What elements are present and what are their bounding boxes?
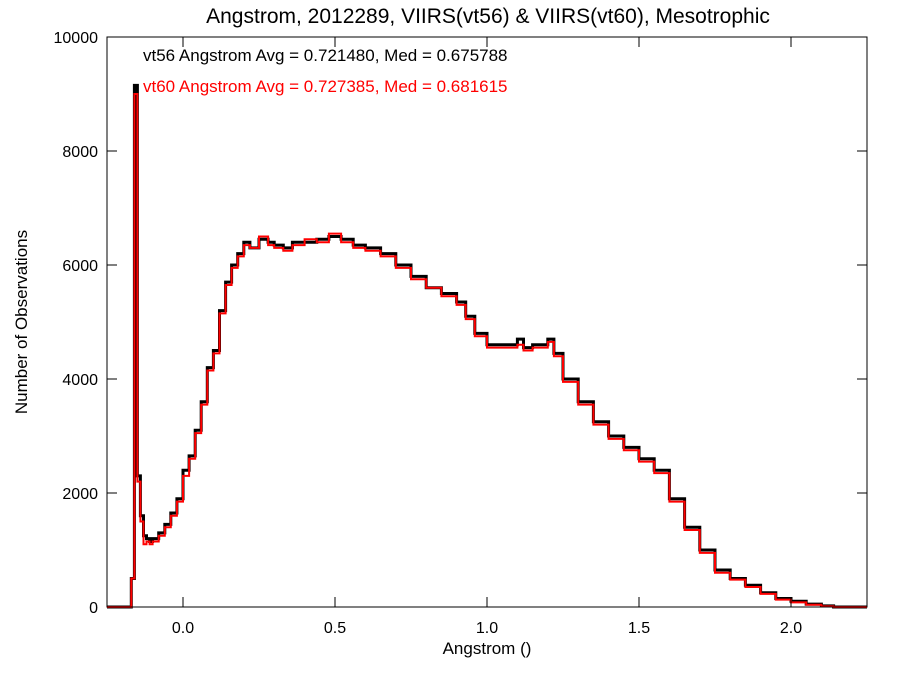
y-axis-ticks: 0 2000 4000 6000 8000 10000 [54, 30, 867, 617]
x-tick-label: 0.0 [172, 620, 194, 637]
y-axis-label: Number of Observations [12, 230, 31, 414]
y-tick-label: 4000 [62, 372, 98, 389]
x-axis-label: Angstrom () [443, 639, 532, 658]
x-tick-label: 1.5 [628, 620, 650, 637]
y-tick-label: 8000 [62, 144, 98, 161]
y-tick-label: 6000 [62, 258, 98, 275]
series-vt60-line [107, 93, 867, 608]
vt60-stats-annotation: vt60 Angstrom Avg = 0.727385, Med = 0.68… [143, 77, 508, 96]
y-tick-label: 0 [89, 600, 98, 617]
x-tick-label: 1.0 [476, 620, 498, 637]
series-layer [107, 83, 867, 609]
vt56-stats-annotation: vt56 Angstrom Avg = 0.721480, Med = 0.67… [143, 46, 508, 65]
y-tick-label: 10000 [54, 30, 99, 47]
chart-title: Angstrom, 2012289, VIIRS(vt56) & VIIRS(v… [206, 5, 770, 28]
y-tick-label: 2000 [62, 486, 98, 503]
x-tick-label: 2.0 [780, 620, 802, 637]
x-axis-ticks: 0.0 0.5 1.0 1.5 2.0 [172, 37, 802, 637]
series-vt56-line [107, 83, 867, 609]
x-tick-label: 0.5 [324, 620, 346, 637]
